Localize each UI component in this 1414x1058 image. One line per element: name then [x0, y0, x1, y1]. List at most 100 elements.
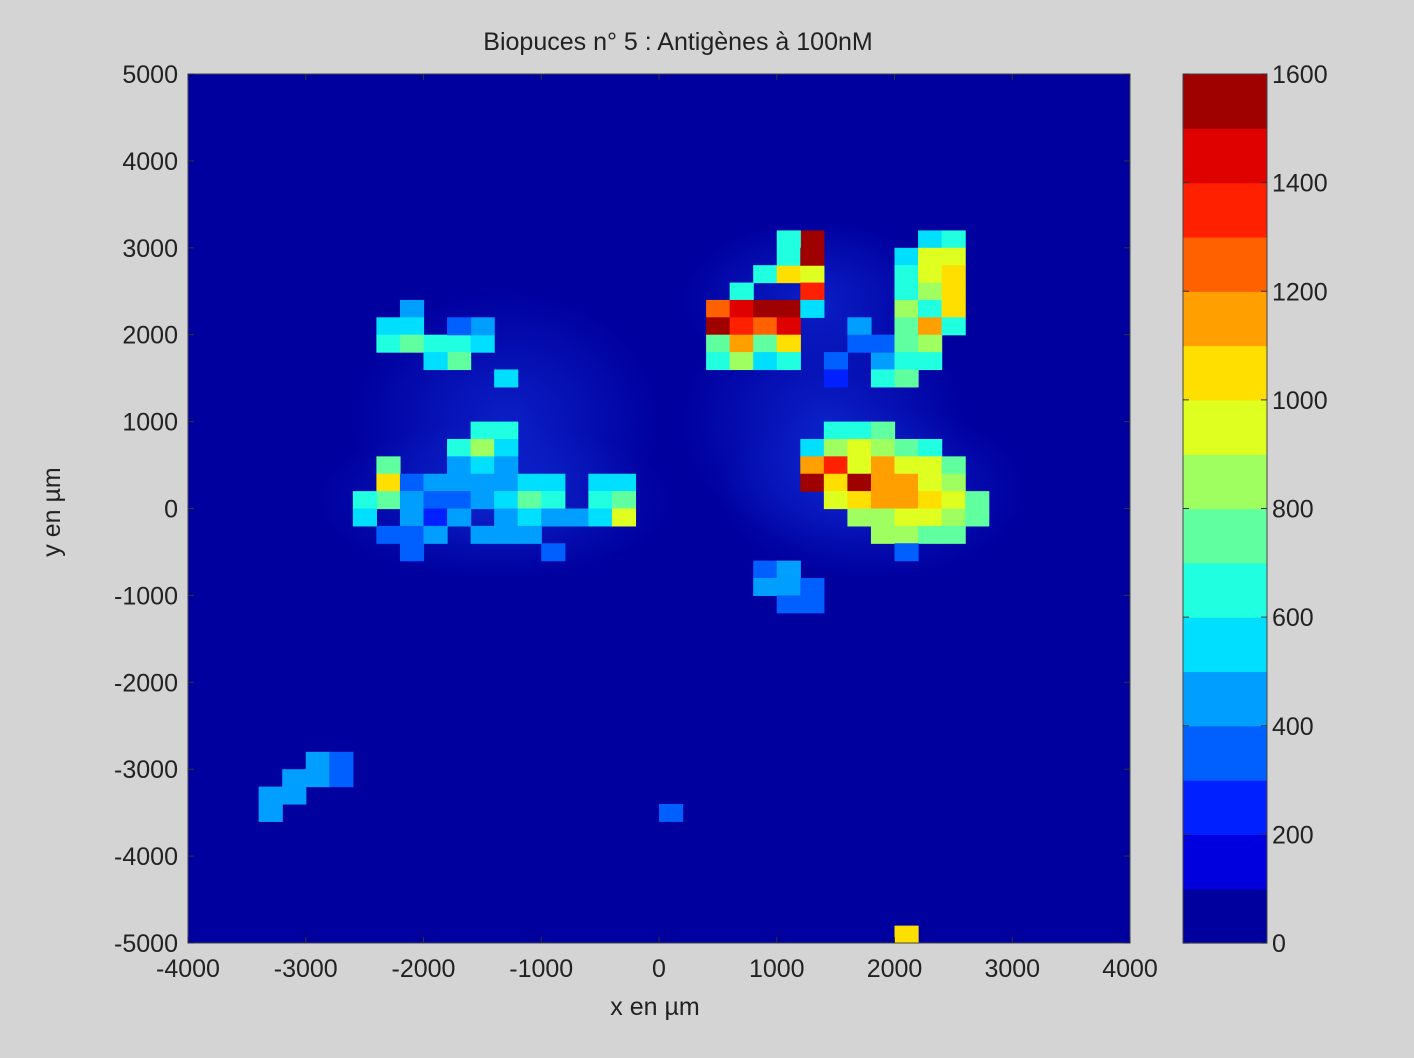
heatmap-cell [423, 352, 448, 371]
heatmap-cell [941, 282, 966, 301]
y-tick-label: -1000 [114, 582, 178, 610]
heatmap-cell [753, 352, 778, 371]
heatmap-cell [870, 525, 896, 544]
heatmap-cell [470, 491, 495, 510]
heatmap-cell [941, 265, 966, 284]
heatmap-cell [776, 560, 801, 579]
heatmap-cell [800, 473, 825, 492]
colorbar-tick-label: 1600 [1272, 61, 1328, 89]
y-tick-label: -2000 [114, 669, 178, 697]
chart-title: Biopuces n° 5 : Antigènes à 100nM [483, 28, 872, 56]
heatmap-cell [659, 803, 684, 822]
heatmap-cell [753, 317, 778, 336]
heatmap-cell [918, 491, 943, 510]
heatmap-cell [494, 508, 519, 527]
heatmap-cell [258, 786, 283, 805]
y-tick-label: 4000 [122, 148, 178, 176]
heatmap-cell [470, 456, 495, 475]
heatmap-cell [399, 508, 425, 527]
heatmap-cell [517, 508, 542, 527]
colorbar-tick-label: 200 [1272, 821, 1314, 849]
heatmap-cell [494, 525, 519, 544]
heatmap-cell [823, 491, 848, 510]
heatmap-cell [470, 438, 495, 457]
heatmap-cell [894, 299, 919, 318]
heatmap-cell [894, 352, 919, 371]
y-tick-label: -4000 [114, 843, 178, 871]
heatmap-cell [753, 334, 778, 353]
heatmap-cell [870, 456, 896, 475]
y-tick-label: -3000 [114, 756, 178, 784]
heatmap-cell [847, 317, 872, 336]
heatmap-cell [918, 247, 943, 266]
heatmap-cell [541, 543, 566, 562]
heatmap-cell [611, 508, 637, 527]
colorbar-band [1183, 454, 1267, 510]
heatmap-cell [918, 317, 943, 336]
colorbar-band [1183, 508, 1267, 564]
x-tick-label: 3000 [984, 955, 1040, 983]
heatmap-cell [776, 352, 801, 371]
heatmap-cell [776, 230, 801, 249]
heatmap-cell [494, 456, 519, 475]
x-tick-label: -3000 [274, 955, 338, 983]
heatmap-cell [847, 473, 872, 492]
colorbar-band [1183, 725, 1267, 781]
heatmap-cell [470, 525, 495, 544]
colorbar-tick-label: 600 [1272, 604, 1314, 632]
heatmap-cell [918, 334, 943, 353]
heatmap-cell [941, 491, 966, 510]
x-tick-label: -1000 [509, 955, 573, 983]
heatmap-cell [847, 491, 872, 510]
y-tick-label: 5000 [122, 61, 178, 89]
heatmap-cell [399, 491, 425, 510]
heatmap-cell [847, 421, 872, 440]
heatmap-cell [494, 369, 519, 388]
heatmap-cell [800, 247, 825, 266]
plot-area [187, 73, 1131, 944]
heatmap-cell [706, 334, 731, 353]
colorbar-tick-label: 1400 [1272, 170, 1328, 198]
heatmap-cell [894, 265, 919, 284]
heatmap-cell [447, 317, 472, 336]
heatmap-cell [870, 334, 896, 353]
heatmap-cell [352, 491, 377, 510]
heatmap-cell [894, 525, 919, 544]
heatmap-cell [800, 438, 825, 457]
heatmap-cell [894, 317, 919, 336]
heatmap-cell [918, 473, 943, 492]
x-axis-label: x en µm [610, 993, 699, 1021]
heatmap-cell [941, 299, 966, 318]
heatmap-cell [753, 560, 778, 579]
heatmap-cell [800, 299, 825, 318]
heatmap-cell [447, 491, 472, 510]
heatmap-cell [494, 491, 519, 510]
heatmap-cell [800, 230, 825, 249]
heatmap-cell [894, 543, 919, 562]
heatmap-cell [282, 769, 307, 788]
heatmap-cell [447, 352, 472, 371]
y-tick-label: 2000 [122, 322, 178, 350]
heatmap-cell [800, 595, 825, 614]
heatmap-cell [894, 473, 919, 492]
heatmap-cell [941, 473, 966, 492]
colorbar-band [1183, 671, 1267, 727]
heatmap-cell [706, 317, 731, 336]
colorbar: 0 200 400 600 800 1000 1200 1400 1600 [1182, 61, 1328, 958]
colorbar-band [1183, 562, 1267, 618]
heatmap-cell [258, 803, 283, 822]
heatmap-cell [941, 508, 966, 527]
heatmap-cell [823, 352, 848, 371]
heatmap-cell [517, 473, 542, 492]
x-tick-label: 1000 [749, 955, 805, 983]
heatmap-cell [918, 230, 943, 249]
heatmap-cell [823, 456, 848, 475]
heatmap-cell [399, 334, 425, 353]
heatmap-cell [847, 508, 872, 527]
heatmap-cell [941, 247, 966, 266]
colorbar-band [1183, 888, 1267, 944]
x-axis-ticks: -4000 -3000 -2000 -1000 0 1000 2000 3000 4000 [156, 74, 1158, 983]
colorbar-band [1183, 182, 1267, 238]
heatmap-cell [941, 317, 966, 336]
